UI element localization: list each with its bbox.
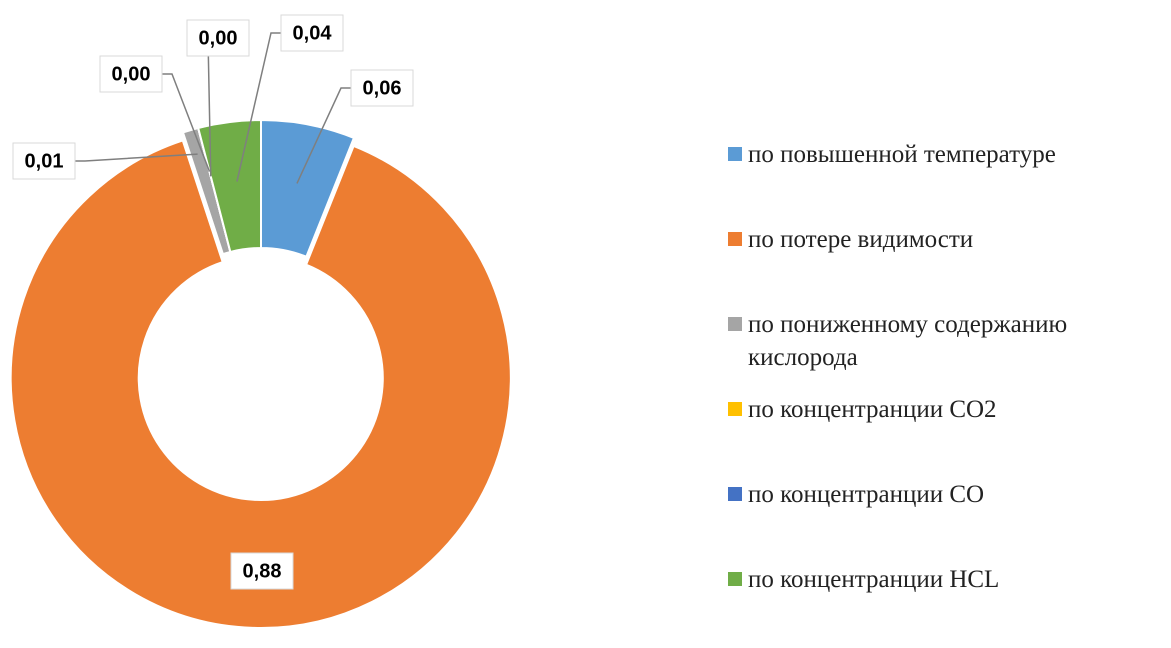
legend-label: по концентранции HCL xyxy=(748,566,1000,593)
legend-label: по концентранции CO2 xyxy=(748,396,997,423)
legend-item: по пониженному содержанию кислорода xyxy=(728,308,1168,393)
legend-item: по концентранции CO2 xyxy=(728,393,1168,478)
data-label: 0,04 xyxy=(293,22,333,44)
legend-swatch xyxy=(728,487,742,501)
label-box xyxy=(280,14,344,52)
data-label: 0,01 xyxy=(25,150,64,172)
label-box xyxy=(186,19,250,57)
label-box xyxy=(350,69,414,107)
label-box xyxy=(230,552,294,590)
slice-group xyxy=(9,139,512,628)
legend-swatch xyxy=(728,232,742,246)
slice xyxy=(260,118,356,259)
data-label: 0,06 xyxy=(363,77,402,99)
page: 0,06 0,88 0,01 0,00 0,00 0,04 по повышенной т… xyxy=(9,14,1068,628)
legend-item: по повышенной температуре xyxy=(728,138,1168,223)
legend-label: по концентранции CO xyxy=(748,481,985,508)
slice-group xyxy=(260,118,356,259)
data-label: 0,88 xyxy=(243,560,282,582)
label-box xyxy=(99,55,163,93)
chart: 0,06 0,88 0,01 0,00 0,00 0,04 xyxy=(9,14,512,628)
legend-swatch xyxy=(728,317,742,331)
slice-group xyxy=(196,118,262,254)
legend-item: по концентранции HCL xyxy=(728,563,1168,648)
legend: по повышенной температуре по потере видим… xyxy=(728,138,1168,648)
legend-item: по концентранции CO xyxy=(728,478,1168,563)
legend-label: по повышенной температуре xyxy=(748,141,1056,168)
legend-swatch xyxy=(728,572,742,586)
data-label: 0,00 xyxy=(112,63,151,85)
legend-label: по потере видимости xyxy=(748,226,974,253)
legend-label: по пониженному содержанию кислорода xyxy=(748,311,1068,371)
label-box xyxy=(12,142,76,180)
legend-swatch xyxy=(728,402,742,416)
legend-item: по потере видимости xyxy=(728,223,1168,308)
legend-swatch xyxy=(728,147,742,161)
slice xyxy=(196,118,262,254)
data-label: 0,00 xyxy=(199,27,238,49)
slice xyxy=(9,139,512,628)
